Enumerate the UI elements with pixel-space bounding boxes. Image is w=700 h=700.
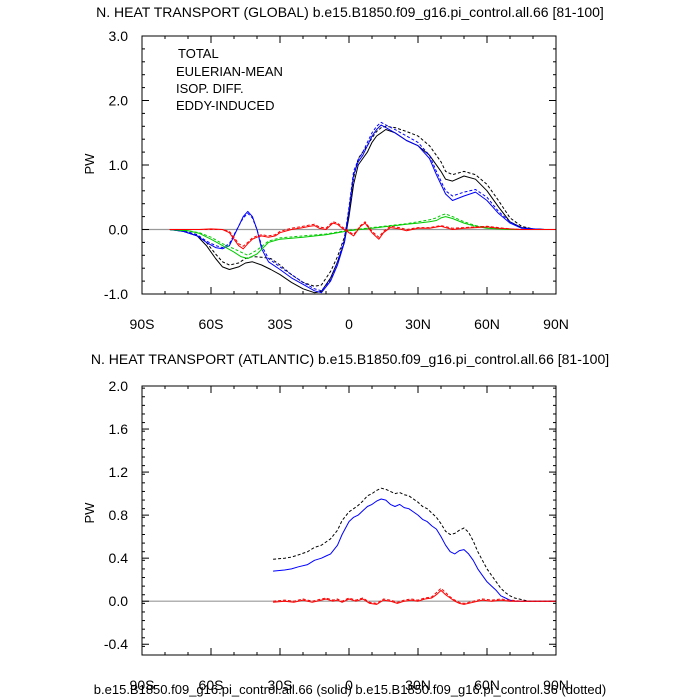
series-line-eddy-induced-solid xyxy=(169,222,556,250)
x-tick-label: 60N xyxy=(474,677,500,693)
figure-footer: b.e15.B1850.f09_g16.pi_control.all.66 (s… xyxy=(94,682,606,697)
series-line-eddy-induced-solid xyxy=(273,589,556,605)
atlantic-heat-transport-panel: N. HEAT TRANSPORT (ATLANTIC) b.e15.B1850… xyxy=(82,351,609,693)
series-line-eulerian-mean-solid xyxy=(169,124,556,294)
x-tick-label: 90N xyxy=(543,677,569,693)
legend-entry-eulerian-mean: EULERIAN-MEAN xyxy=(176,64,283,79)
y-tick-label: 0.0 xyxy=(109,222,129,238)
x-tick-label: 90S xyxy=(130,677,155,693)
global-heat-transport-panel: N. HEAT TRANSPORT (GLOBAL) b.e15.B1850.f… xyxy=(82,4,604,332)
y-tick-label: -0.4 xyxy=(104,636,128,652)
series-line-total-solid xyxy=(273,498,556,602)
y-tick-label: 0.8 xyxy=(109,507,129,523)
chart-title: N. HEAT TRANSPORT (ATLANTIC) b.e15.B1850… xyxy=(91,351,609,367)
series-line-isop-diff-solid xyxy=(169,216,556,259)
y-axis-label: PW xyxy=(82,153,97,175)
chart-title: N. HEAT TRANSPORT (GLOBAL) b.e15.B1850.f… xyxy=(96,4,604,20)
y-tick-label: 1.0 xyxy=(109,157,129,173)
series-line-total-dotted xyxy=(169,125,556,287)
y-tick-label: 1.6 xyxy=(109,421,129,437)
legend-entry-total: TOTAL xyxy=(178,46,219,61)
legend: TOTAL EULERIAN-MEAN ISOP. DIFF. EDDY-IND… xyxy=(176,46,283,113)
x-tick-label: 30S xyxy=(268,677,293,693)
series-line-eddy-induced-dotted xyxy=(169,221,556,247)
y-tick-label: 1.2 xyxy=(109,464,129,480)
x-tick-label: 60N xyxy=(474,316,500,332)
y-tick-label: 0.4 xyxy=(109,550,129,566)
series-line-total-dotted xyxy=(273,487,556,602)
legend-entry-eddy-induced: EDDY-INDUCED xyxy=(176,98,274,113)
plot-frame xyxy=(141,385,557,656)
x-tick-label: 30N xyxy=(405,677,431,693)
y-axis-label: PW xyxy=(82,502,97,524)
plot-frame xyxy=(141,35,557,295)
x-tick-label: 90S xyxy=(130,316,155,332)
y-tick-label: 2.0 xyxy=(109,378,129,394)
x-tick-label: 60S xyxy=(199,677,224,693)
series-line-eddy-induced-dotted xyxy=(273,587,556,604)
x-tick-label: 90N xyxy=(543,316,569,332)
y-tick-label: 3.0 xyxy=(109,28,129,44)
legend-entry-isop-diff: ISOP. DIFF. xyxy=(176,81,244,96)
y-tick-label: -1.0 xyxy=(104,286,128,302)
x-tick-label: 0 xyxy=(345,677,353,693)
x-tick-label: 0 xyxy=(345,316,353,332)
x-tick-label: 30N xyxy=(405,316,431,332)
y-tick-label: 0.0 xyxy=(109,593,129,609)
x-tick-label: 60S xyxy=(199,316,224,332)
series-line-isop-diff-dotted xyxy=(169,213,556,256)
y-tick-label: 2.0 xyxy=(109,93,129,109)
series-line-total-solid xyxy=(169,129,556,294)
x-tick-label: 30S xyxy=(268,316,293,332)
